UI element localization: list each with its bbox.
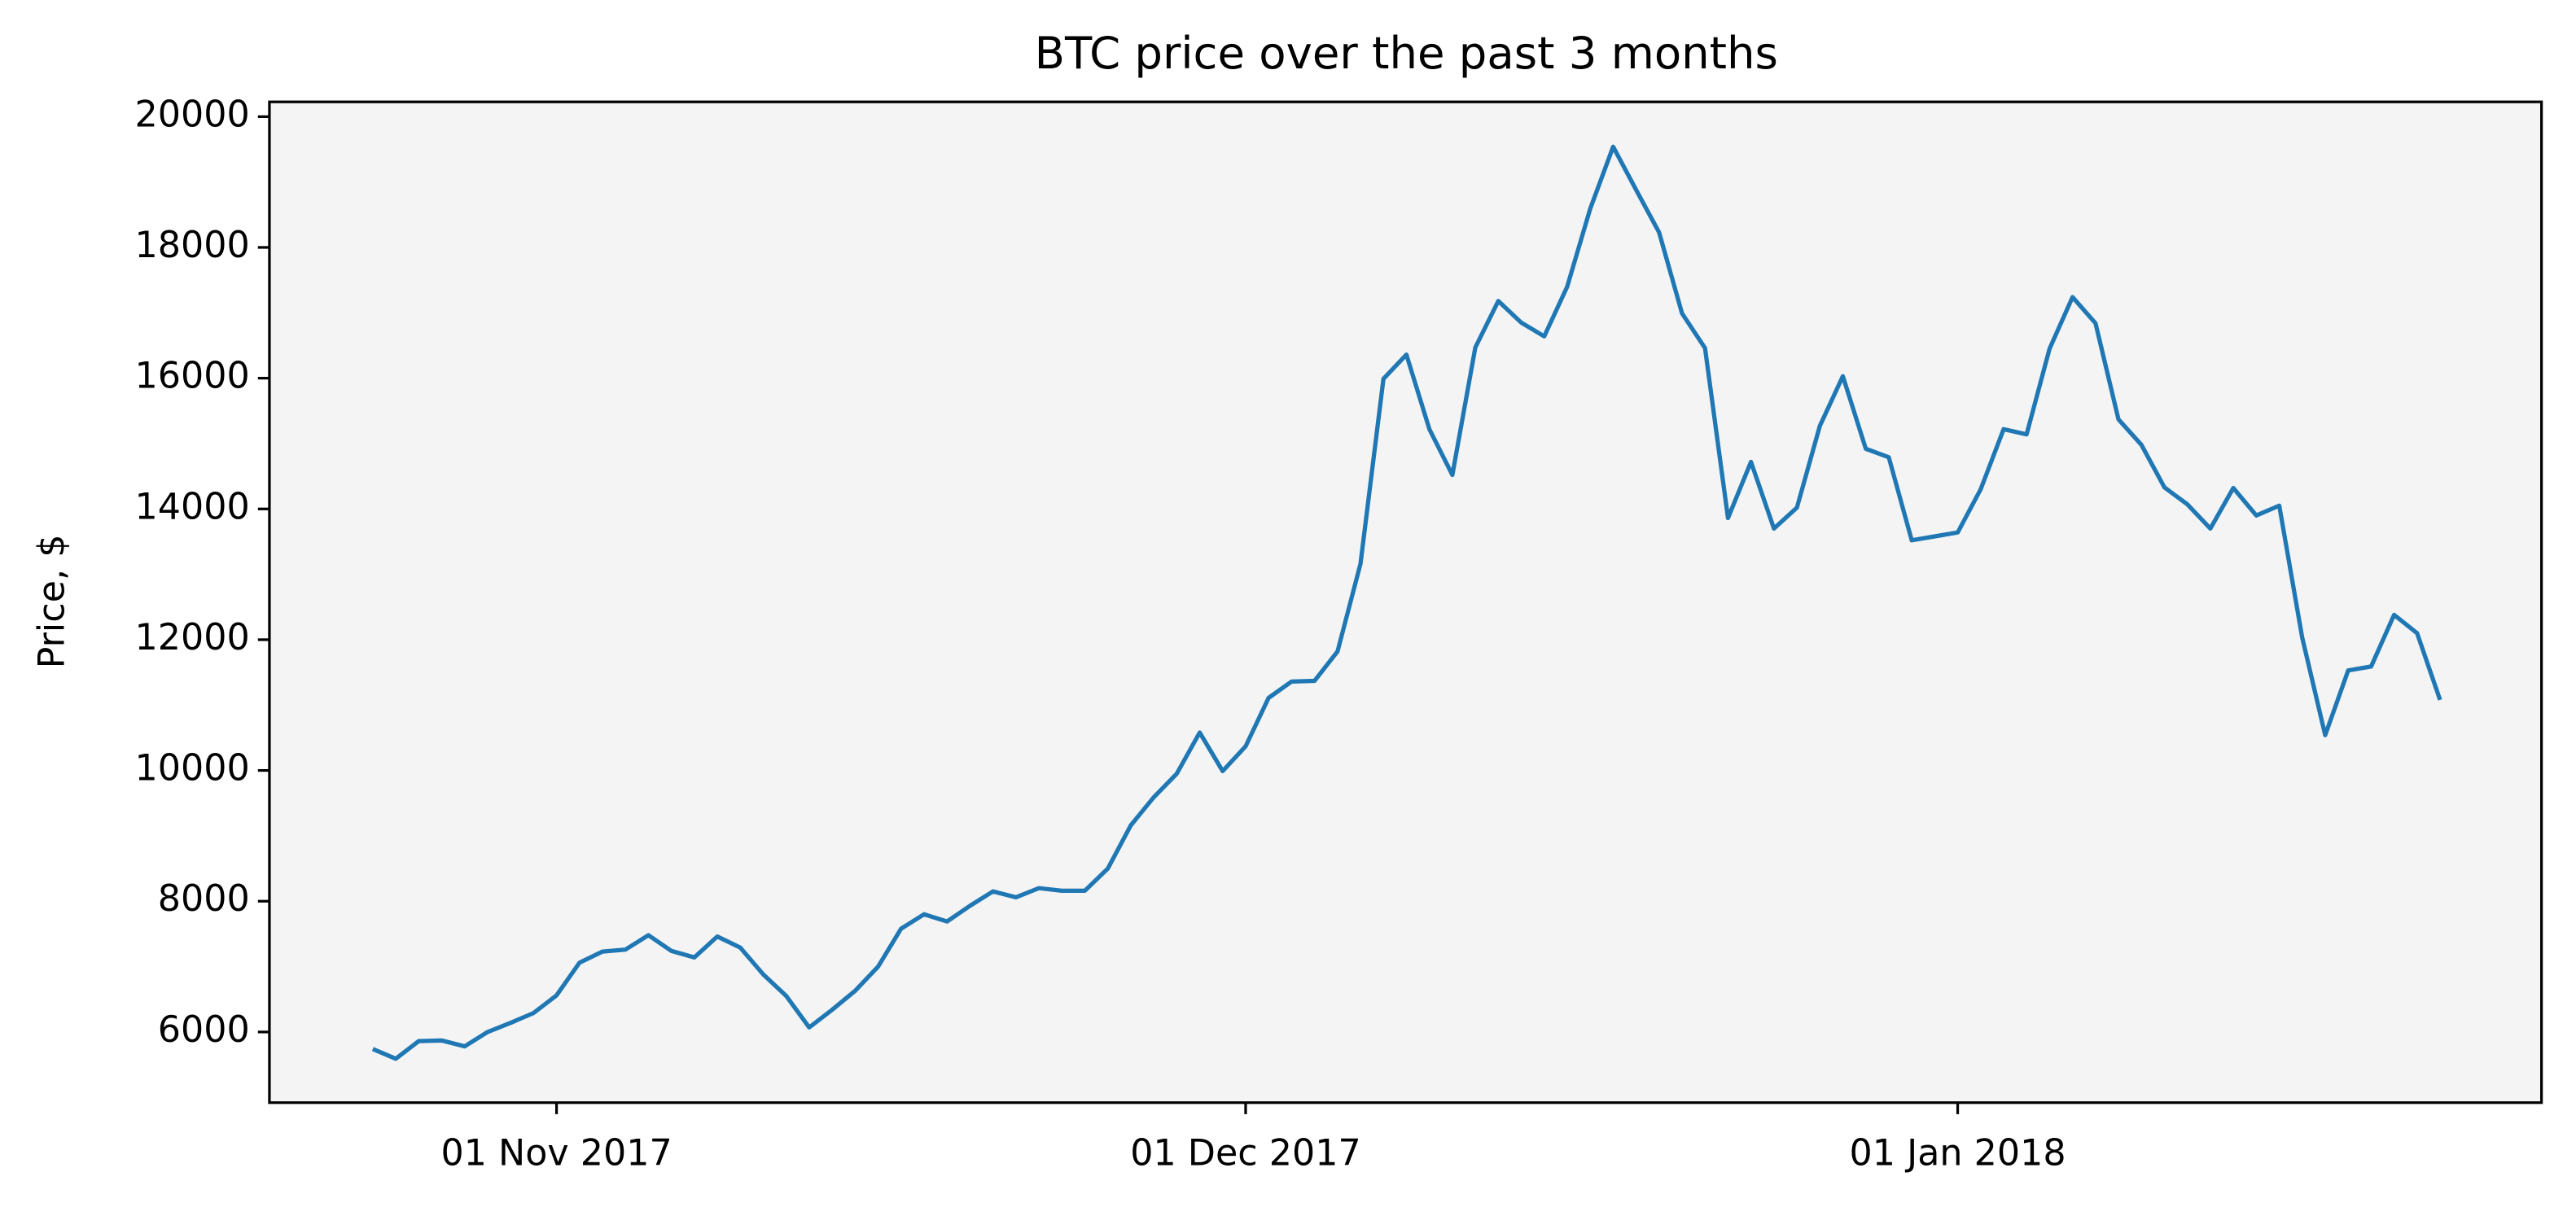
y-tick-label: 20000 — [135, 94, 250, 135]
y-tick-label: 18000 — [135, 225, 250, 266]
y-tick-label: 6000 — [158, 1009, 250, 1051]
y-tick-label: 10000 — [135, 748, 250, 790]
y-tick-label: 16000 — [135, 356, 250, 397]
chart-title: BTC price over the past 3 months — [1035, 27, 1778, 79]
x-tick-label: 01 Jan 2018 — [1850, 1132, 2066, 1174]
plot-frame — [268, 100, 2543, 1104]
y-tick-label: 8000 — [158, 878, 250, 920]
x-tick-label: 01 Dec 2017 — [1130, 1132, 1361, 1174]
y-tick-label: 14000 — [135, 486, 250, 527]
price-line — [371, 144, 2442, 1061]
y-axis-label: Price, $ — [32, 535, 73, 669]
x-tick-label: 01 Nov 2017 — [440, 1132, 672, 1174]
y-tick-label: 12000 — [135, 617, 250, 658]
